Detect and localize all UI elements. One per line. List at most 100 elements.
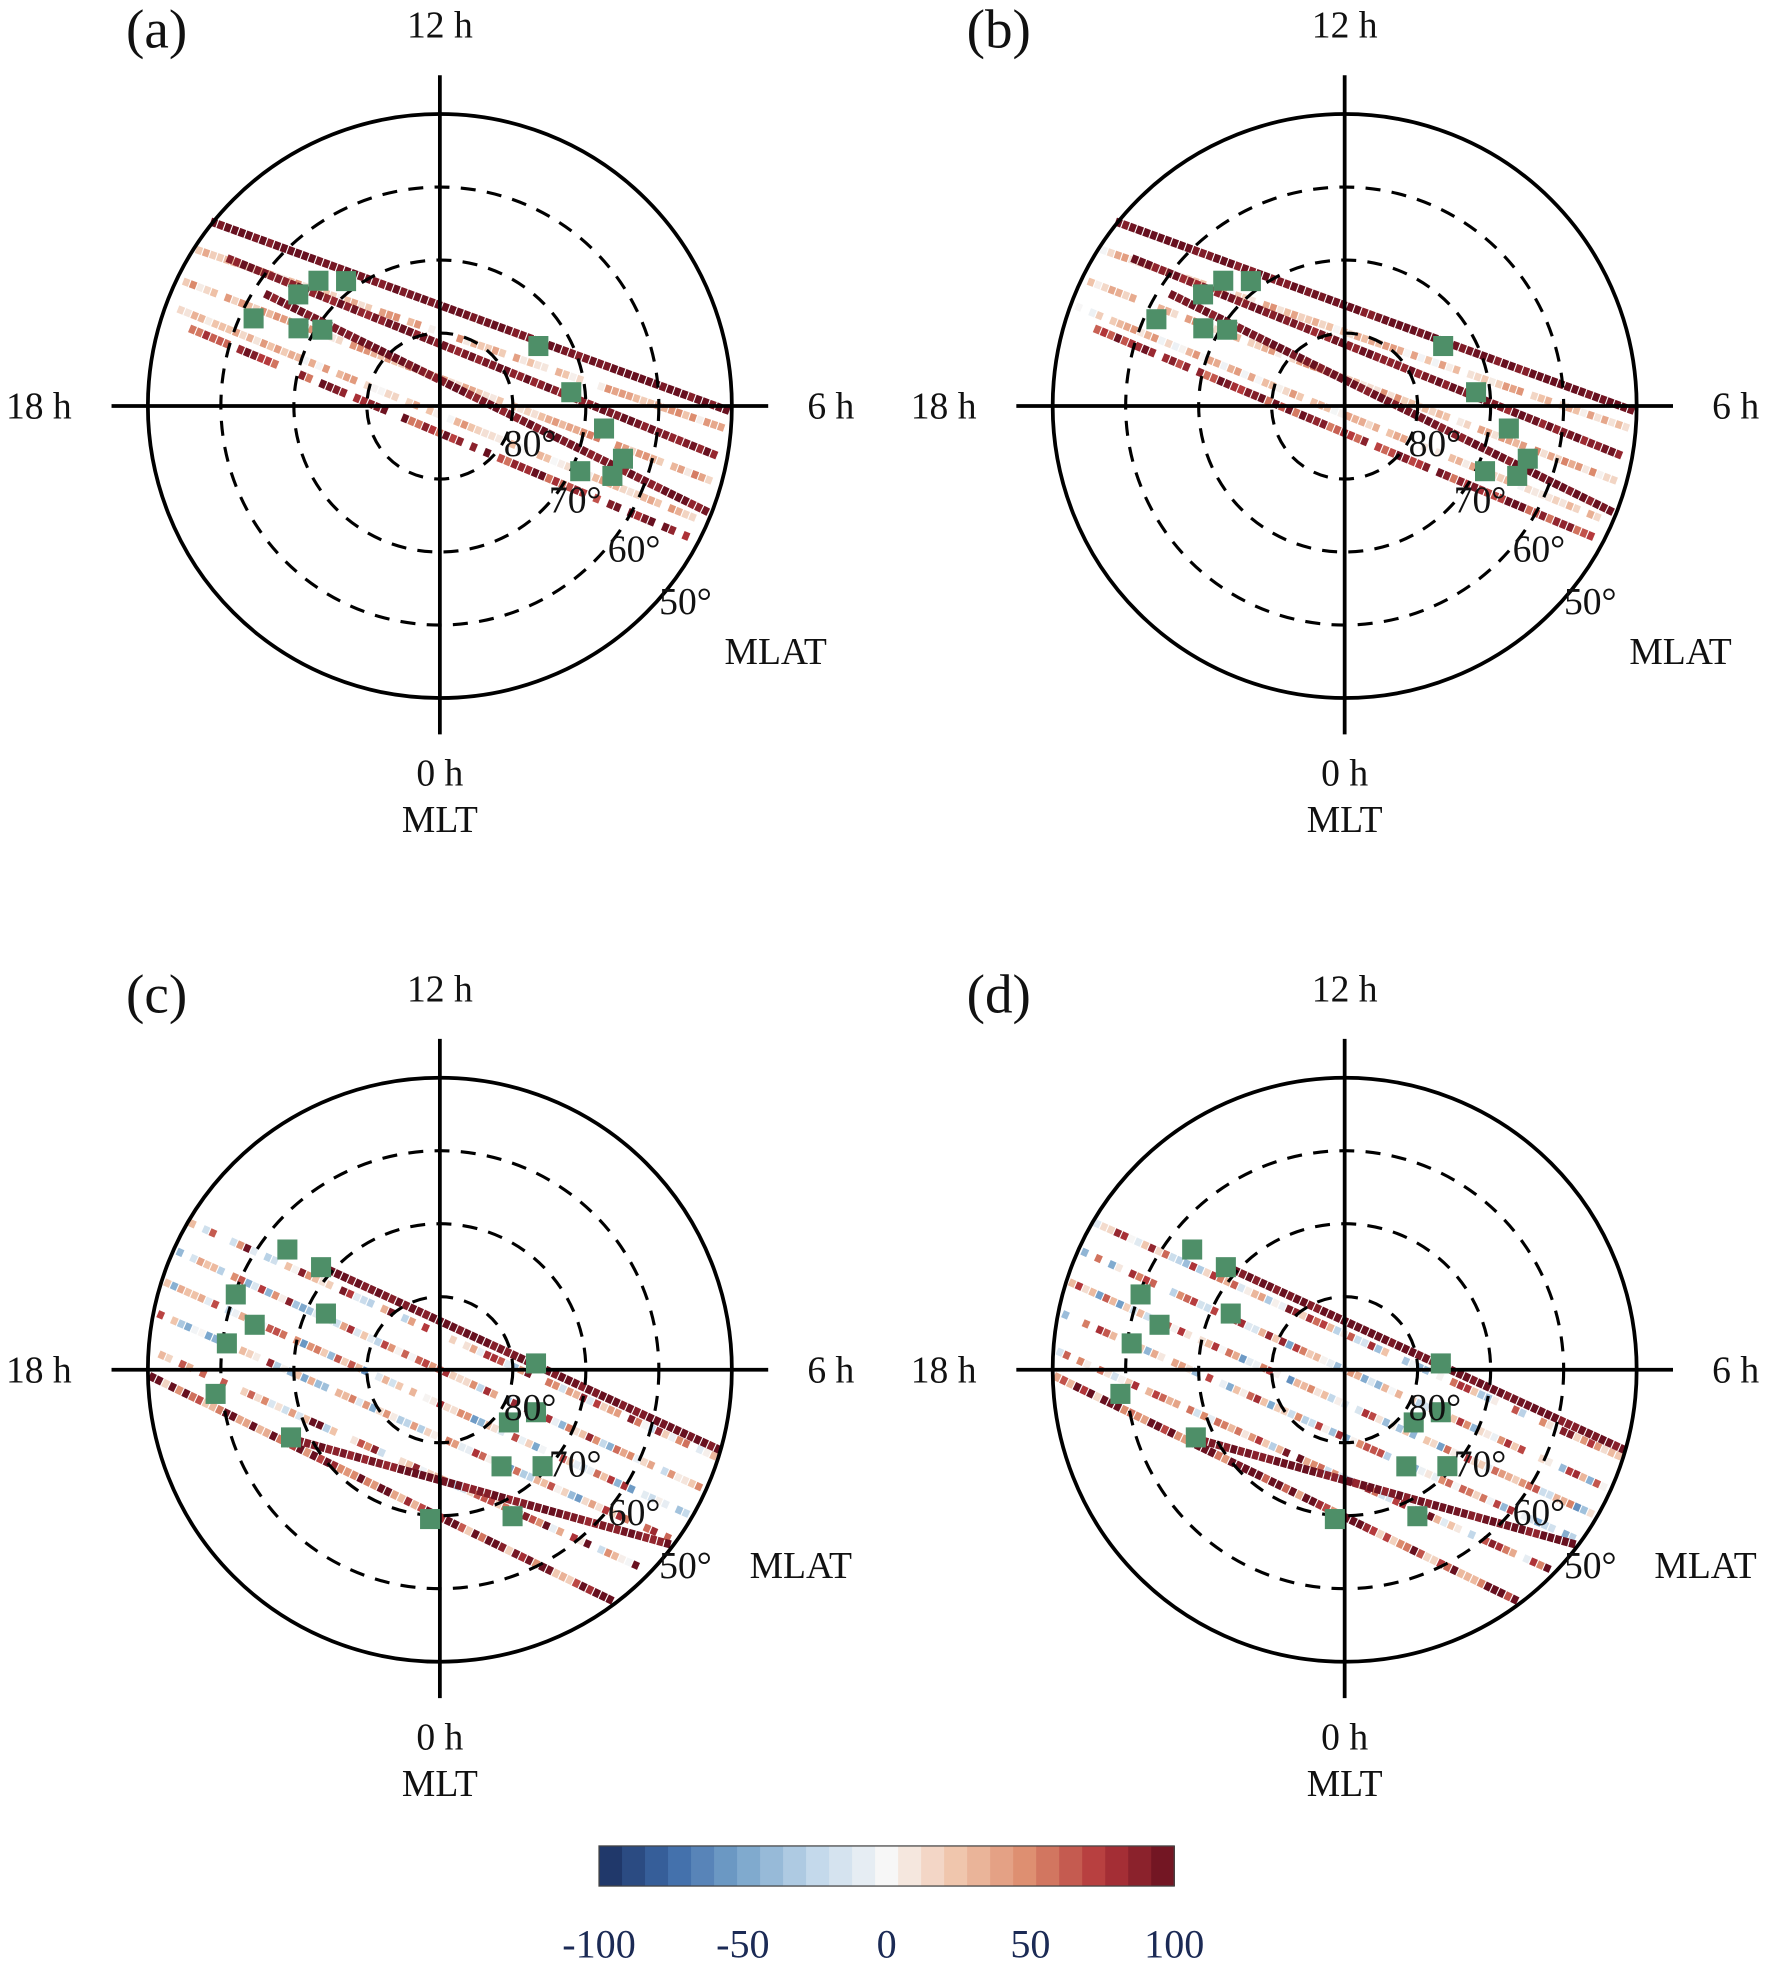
track-segment: [306, 1376, 316, 1386]
track-segment: [1165, 1396, 1175, 1406]
track-segment: [1353, 433, 1363, 444]
track-segment: [1490, 490, 1500, 501]
track-segment: [1558, 519, 1568, 530]
track-segment: [1199, 1411, 1209, 1421]
track-segment: [1247, 301, 1257, 312]
track-segment: [1319, 1306, 1329, 1317]
track-segment: [400, 1349, 410, 1359]
mlt-label-6h: 6 h: [807, 387, 854, 428]
track-segment: [231, 1308, 241, 1319]
track-segment: [575, 374, 585, 384]
track-segment: [565, 422, 574, 432]
track-segment: [1510, 499, 1520, 510]
track-segment: [653, 498, 663, 508]
track-segment: [1544, 396, 1553, 406]
track-segment: [1133, 341, 1143, 352]
track-segment: [427, 297, 436, 308]
track-segment: [400, 413, 410, 424]
track-segment: [638, 1409, 648, 1420]
track-segment: [225, 254, 235, 265]
track-segment: [1251, 1275, 1261, 1286]
track-segment: [370, 383, 379, 394]
track-segment: [1082, 1359, 1092, 1370]
track-segment: [533, 360, 542, 370]
track-segment: [665, 1422, 676, 1433]
track-segment: [181, 277, 191, 287]
track-segment: [429, 1396, 438, 1406]
track-segment: [411, 363, 421, 374]
track-segment: [616, 366, 626, 377]
track-segment: [349, 1470, 359, 1481]
mlt-label-18h: 18 h: [6, 387, 72, 428]
track-segment: [523, 465, 533, 475]
track-segment: [391, 321, 401, 332]
track-segment: [190, 1325, 200, 1335]
track-segment: [1154, 1246, 1164, 1257]
track-segment: [1529, 1557, 1538, 1567]
track-segment: [1542, 374, 1552, 385]
track-segment: [536, 450, 545, 461]
track-segment: [693, 394, 703, 405]
track-segment: [244, 230, 254, 241]
track-segment: [1250, 390, 1260, 401]
track-segment: [1344, 340, 1354, 351]
track-segment: [524, 1438, 534, 1449]
track-segment: [448, 1322, 458, 1333]
track-segment: [1367, 1341, 1376, 1351]
track-segment: [306, 1341, 316, 1352]
track-segment: [1572, 504, 1581, 514]
track-segment: [1479, 351, 1489, 361]
track-segment: [1558, 482, 1568, 493]
track-segment: [1207, 1447, 1217, 1458]
track-segment: [1218, 1379, 1228, 1389]
track-segment: [369, 1480, 380, 1491]
colorbar-bin: [1036, 1845, 1060, 1887]
track-segment: [311, 1274, 321, 1284]
track-segment: [329, 296, 339, 307]
track-segment: [585, 1396, 595, 1406]
track-segment: [339, 1448, 348, 1459]
track-segment: [609, 363, 619, 374]
track-segment: [1524, 1481, 1534, 1491]
track-segment: [721, 404, 731, 415]
track-segment: [1257, 393, 1267, 404]
track-segment: [1551, 516, 1561, 527]
track-segment: [402, 1418, 412, 1428]
track-segment: [586, 430, 595, 440]
track-segment: [1061, 1310, 1070, 1320]
track-segment: [579, 445, 589, 457]
track-segment: [1261, 300, 1271, 310]
track-segment: [1447, 453, 1457, 464]
track-segment: [1503, 1591, 1513, 1602]
track-segment: [475, 1347, 485, 1357]
track-segment: [1449, 1565, 1459, 1576]
track-segment: [1455, 1417, 1465, 1427]
event-marker: [205, 1383, 226, 1404]
track-segment: [1446, 1520, 1456, 1531]
track-segment: [1204, 1338, 1214, 1349]
track-segment: [1451, 1481, 1461, 1491]
track-segment: [1310, 326, 1320, 337]
track-segment: [1586, 1508, 1596, 1518]
track-segment: [1278, 1287, 1289, 1298]
track-segment: [603, 384, 613, 394]
track-segment: [1567, 1532, 1577, 1542]
track-segment: [1360, 1325, 1370, 1336]
track-segment: [1609, 475, 1618, 485]
track-segment: [1282, 346, 1292, 357]
track-segment: [188, 324, 197, 335]
track-segment: [267, 1399, 277, 1409]
track-segment: [548, 1523, 558, 1534]
track-segment: [526, 1500, 535, 1511]
track-segment: [1310, 289, 1320, 300]
event-marker: [1433, 336, 1454, 357]
colorbar-bin: [852, 1845, 876, 1887]
track-segment: [1292, 1378, 1302, 1388]
event-marker: [1193, 318, 1214, 339]
track-segment: [591, 473, 601, 483]
track-segment: [1571, 489, 1582, 500]
track-segment: [550, 385, 560, 396]
track-segment: [1515, 386, 1525, 396]
track-segment: [679, 1428, 689, 1439]
track-segment: [548, 1506, 557, 1517]
